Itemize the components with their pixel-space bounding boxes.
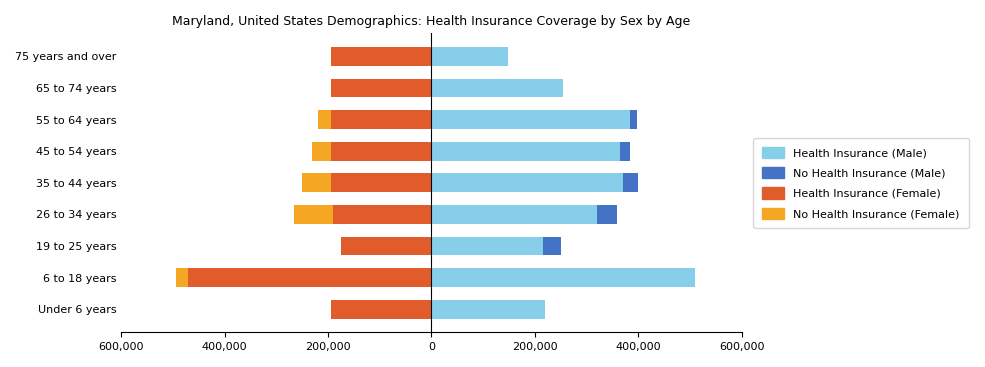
Bar — [302, 173, 331, 192]
Bar — [431, 268, 695, 287]
Bar — [331, 173, 431, 192]
Bar — [431, 47, 508, 66]
Title: Maryland, United States Demographics: Health Insurance Coverage by Sex by Age: Maryland, United States Demographics: He… — [172, 15, 690, 28]
Bar — [431, 79, 563, 98]
Bar — [295, 205, 333, 224]
Bar — [331, 47, 431, 66]
Bar — [331, 142, 431, 161]
Bar — [318, 110, 331, 129]
Bar — [431, 142, 621, 161]
Bar — [175, 268, 188, 287]
Bar — [188, 268, 431, 287]
Bar — [312, 142, 331, 161]
Bar — [597, 205, 618, 224]
Bar — [431, 173, 623, 192]
Bar — [331, 79, 431, 98]
Bar — [331, 110, 431, 129]
Bar — [331, 300, 431, 319]
Bar — [623, 173, 638, 192]
Legend: Health Insurance (Male), No Health Insurance (Male), Health Insurance (Female), : Health Insurance (Male), No Health Insur… — [754, 138, 968, 228]
Bar — [431, 110, 630, 129]
Bar — [431, 205, 597, 224]
Bar — [543, 236, 560, 255]
Bar — [621, 142, 630, 161]
Bar — [341, 236, 431, 255]
Bar — [431, 300, 545, 319]
Bar — [431, 236, 543, 255]
Bar — [333, 205, 431, 224]
Bar — [630, 110, 636, 129]
